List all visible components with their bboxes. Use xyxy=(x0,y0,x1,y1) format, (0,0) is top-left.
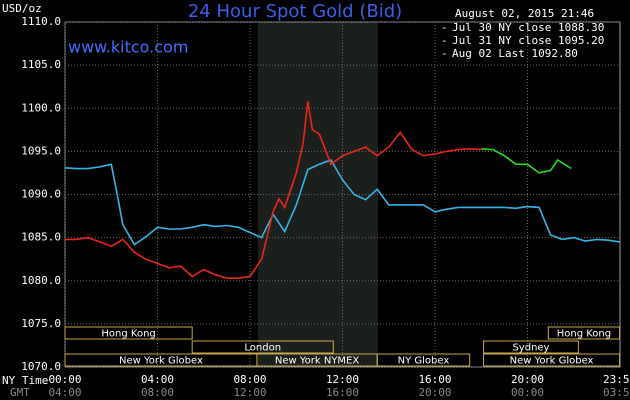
session-box xyxy=(547,326,621,340)
legend-label: Aug 02 Last 1092.80 xyxy=(452,47,578,60)
x-tick-label: 08:00 xyxy=(233,373,266,386)
series-line xyxy=(481,148,572,174)
session-label: Hong Kong xyxy=(101,329,155,340)
gmt-tick-label: 12:00 xyxy=(233,386,266,399)
session-label: NY Globex xyxy=(398,356,450,367)
gmt-tick-label: 00:00 xyxy=(511,386,544,399)
legend-label: Jul 30 NY close 1088.30 xyxy=(452,21,604,34)
x-tick-label: 00:00 xyxy=(48,373,81,386)
session-label: New York Globex xyxy=(119,356,203,367)
legend-marker: - xyxy=(441,47,448,60)
y-tick-label: 1080.0 xyxy=(21,274,61,287)
y-tick-label: 1095.0 xyxy=(21,144,61,157)
source: www.kitco.com xyxy=(68,38,188,57)
session-label: London xyxy=(244,343,281,354)
gmt-tick-label: 04:00 xyxy=(48,386,81,399)
legend-marker: - xyxy=(441,21,448,34)
session-box xyxy=(483,340,579,354)
y-tick-label: 1085.0 xyxy=(21,231,61,244)
gmt-tick-label: 16:00 xyxy=(326,386,359,399)
series-line xyxy=(64,159,620,246)
x-row-label: GMT xyxy=(10,386,30,399)
y-tick-label: 1070.0 xyxy=(21,360,61,373)
gmt-tick-label: 08:00 xyxy=(141,386,174,399)
x-tick-label: 12:00 xyxy=(326,373,359,386)
session-box xyxy=(376,353,471,367)
y-tick-label: 1100.0 xyxy=(21,101,61,114)
gmt-tick-label: 03:59 xyxy=(603,386,630,399)
x-tick-label: 20:00 xyxy=(511,373,544,386)
x-row-label: NY Time xyxy=(2,374,48,387)
session-label: New York NYMEX xyxy=(275,356,360,367)
y-tick-label: 1110.0 xyxy=(21,15,61,28)
x-tick-label: 16:00 xyxy=(418,373,451,386)
session-box xyxy=(483,353,621,367)
session-label: New York Globex xyxy=(510,356,594,367)
x-tick-label: 04:00 xyxy=(141,373,174,386)
series-line xyxy=(65,101,482,279)
session-label: Sydney xyxy=(512,343,549,354)
legend-label: Jul 31 NY close 1095.20 xyxy=(452,34,604,47)
session-label: Hong Kong xyxy=(557,329,611,340)
session-box xyxy=(191,340,334,354)
y-axis-label: USD/oz xyxy=(2,2,42,15)
y-tick-label: 1075.0 xyxy=(21,317,61,330)
y-tick-label: 1105.0 xyxy=(21,58,61,71)
gmt-tick-label: 20:00 xyxy=(418,386,451,399)
date: August 02, 2015 21:46 xyxy=(455,7,594,20)
chart-title: 24 Hour Spot Gold (Bid) xyxy=(188,1,402,22)
y-tick-label: 1090.0 xyxy=(21,188,61,201)
legend-marker: - xyxy=(441,34,448,47)
x-tick-label: 23:59 xyxy=(603,373,630,386)
session-box xyxy=(64,326,193,340)
